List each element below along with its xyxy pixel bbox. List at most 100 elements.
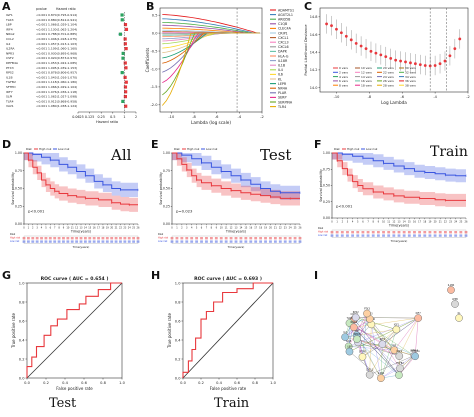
lasso-legend-label: CXCL1 — [278, 36, 289, 40]
km-risk-table-low-cell — [274, 240, 277, 242]
forest-gene-label: TLR3 — [5, 18, 14, 22]
km-risk-table-low-cell — [128, 240, 131, 242]
cv-y-tick-label: 14.2 — [310, 68, 318, 72]
km-risk-table-high-cell — [66, 237, 69, 239]
km-x-tick-label: 4 — [41, 227, 43, 230]
km-x-tick-label: 8 — [211, 227, 213, 230]
km-x-tick-label: 22 — [444, 221, 447, 224]
cv-point — [439, 62, 442, 65]
km-x-tick-label: 26 — [465, 221, 468, 224]
cv-point — [449, 54, 452, 57]
forest-point — [121, 100, 124, 103]
forest-hr-text: 1.062(1.027-1.098) — [48, 95, 77, 99]
km-risk-table-low-cell — [387, 234, 390, 236]
forest-hr-text: 0.912(0.868-0.958) — [48, 99, 77, 103]
network-node-label: IL2RA — [378, 372, 385, 375]
network-node-label: RPS2 — [353, 311, 359, 314]
lasso-y-tick-label: -1.5 — [150, 85, 157, 89]
forest-pvalue: <0.001 — [36, 51, 47, 55]
lasso-y-tick-label: 0.5 — [152, 13, 158, 17]
forest-point — [121, 18, 124, 21]
km-risk-table-low-cell — [132, 240, 135, 242]
km-risk-table-high-cell — [190, 237, 193, 239]
km-x-tick-label: 22 — [279, 227, 282, 230]
km-risk-table-high-cell — [398, 231, 401, 233]
roc-title: ROC curve ( AUC = 0.654 ) — [41, 276, 109, 282]
km-risk-table-high-cell — [362, 231, 365, 233]
km-x-tick-label: 19 — [264, 227, 267, 230]
lasso-x-tick-label: -4 — [238, 115, 242, 119]
roc-title: ROC curve ( AUC = 0.693 ) — [194, 276, 262, 282]
km-risk-table-high-cell — [102, 237, 105, 239]
cv-point — [453, 47, 456, 50]
km-risk-table-high-cell — [180, 237, 183, 239]
km-x-tick-label: 3 — [347, 221, 349, 224]
km-risk-table-low-cell — [66, 240, 69, 242]
km-risk-table-low-cell — [195, 240, 198, 242]
cv-y-tick-label: 14.6 — [310, 33, 318, 37]
network-node-label: LEPR — [452, 298, 458, 301]
km-risk-table-high-cell — [128, 237, 131, 239]
km-risk-table-high-cell — [377, 231, 380, 233]
forest-gene-label: NRG2 — [6, 32, 15, 36]
roc-diagonal-line — [183, 283, 273, 378]
lasso-x-tick-label: -2 — [260, 115, 264, 119]
km-x-tick-label: 4 — [191, 227, 193, 230]
km-risk-table-low-cell — [362, 234, 365, 236]
lasso-y-axis-label: Coefficients — [145, 48, 150, 73]
roc-diagonal-line — [27, 283, 122, 378]
km-risk-table-low-cell — [465, 234, 468, 236]
roc-y-tick-label: 0.8 — [175, 300, 181, 304]
forest-pvalue: <0.001 — [36, 75, 47, 79]
km-legend-low-label: Low risk — [366, 147, 378, 151]
km-risk-table-high-cell — [382, 231, 385, 233]
km-risk-table-low-cell — [176, 240, 179, 242]
network-node-label: NRG2 — [351, 321, 358, 324]
cv-legend-label: 38 vars — [405, 83, 416, 87]
forest-hr-text: 1.046(1.018-1.075) — [48, 37, 77, 41]
lasso-legend-label: PLAR — [278, 91, 287, 95]
cv-x-axis-label: Log Lambda — [381, 100, 407, 105]
roc-x-tick-label: 1.0 — [119, 381, 125, 385]
km-y-tick-label: 0.00 — [163, 222, 170, 226]
roc-y-axis-label: True positive rate — [167, 313, 172, 349]
forest-point — [125, 81, 128, 84]
km-risk-table-high-cell — [259, 237, 262, 239]
km-risk-table-title: Risk — [318, 226, 324, 230]
roc-x-tick-label: 0.4 — [62, 381, 68, 385]
km-x-axis-label: Time(years) — [225, 230, 247, 234]
km-x-tick-label: 21 — [439, 221, 442, 224]
km-x-tick-label: 17 — [254, 227, 257, 230]
network-node-label: TGFB2 — [396, 362, 404, 365]
roc-y-tick-label: 1.0 — [19, 281, 25, 285]
km-risk-table-high-cell — [225, 237, 228, 239]
km-y-tick-label: 0.00 — [323, 216, 330, 220]
km-pvalue: p=0.023 — [176, 209, 193, 214]
km-risk-table-high-cell — [331, 231, 334, 233]
lasso-y-tick-label: 0.0 — [152, 31, 158, 35]
forest-pvalue: <0.001 — [36, 47, 47, 51]
forest-col-pvalue: pvalue — [36, 7, 47, 11]
panel-letter-e: E — [151, 138, 159, 151]
lasso-y-tick-label: -0.5 — [150, 49, 157, 53]
forest-pvalue: <0.001 — [36, 27, 47, 31]
km-risk-table-low-cell — [341, 234, 344, 236]
km-risk-table-x-label: Time(years) — [390, 239, 408, 243]
network-node-label: IGF1 — [394, 323, 400, 326]
km-y-tick-label: 1.00 — [163, 151, 170, 155]
km-legend-title: Risk — [334, 147, 340, 151]
km-risk-table-low-cell — [356, 234, 359, 236]
cv-y-tick-label: 14.0 — [310, 86, 318, 90]
km-risk-table-high-cell — [459, 231, 462, 233]
forest-hr-text: 1.043(1.016-1.070) — [48, 75, 77, 79]
network-node — [377, 375, 384, 382]
km-pvalue: p<0.001 — [28, 209, 45, 214]
km-risk-table-low-cell — [220, 240, 223, 242]
km-risk-table-label-low: Low risk — [318, 234, 328, 237]
km-risk-table-high-cell — [240, 237, 243, 239]
km-risk-table-low-cell — [45, 240, 48, 242]
network-node-label: CXCL3 — [366, 369, 374, 372]
cv-point — [399, 60, 402, 63]
label-train: Train — [430, 144, 468, 160]
roc-y-tick-label: 0.6 — [19, 319, 25, 323]
